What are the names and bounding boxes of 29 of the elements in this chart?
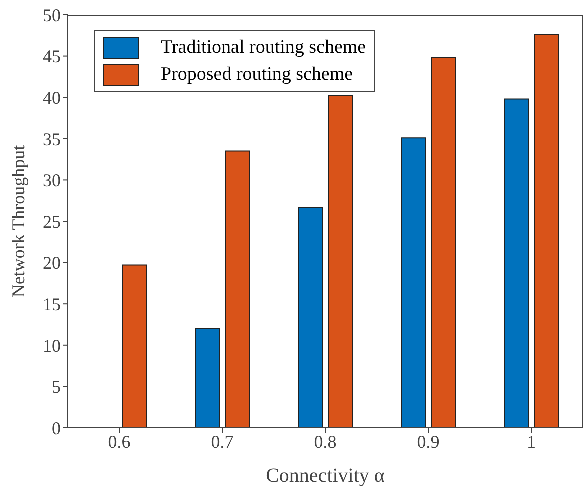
y-axis-title: Network Throughput <box>8 145 28 298</box>
bar <box>534 34 560 428</box>
bar <box>401 138 426 428</box>
x-tick-label: 0.9 <box>417 432 440 452</box>
y-tick-label: 10 <box>43 336 61 356</box>
bar <box>225 150 250 428</box>
bar <box>298 206 324 428</box>
y-tick-label: 5 <box>52 377 61 398</box>
y-tick-label: 35 <box>43 129 61 150</box>
y-tick-label: 30 <box>43 170 61 191</box>
bar <box>328 95 354 428</box>
x-axis-title: Connectivity α <box>266 465 386 487</box>
legend-label: Traditional routing scheme <box>161 36 366 58</box>
x-tick-label: 1 <box>527 432 536 452</box>
y-tick-label: 0 <box>52 418 61 438</box>
x-tick-label: 0.8 <box>314 432 337 452</box>
y-tick-label: 40 <box>43 88 61 108</box>
bar <box>195 328 220 428</box>
bar <box>504 98 530 428</box>
x-tick-label: 0.7 <box>211 432 234 452</box>
y-tick-label: 20 <box>43 253 61 274</box>
bar <box>122 264 148 428</box>
y-tick-label: 45 <box>43 46 61 67</box>
x-tick-label: 0.6 <box>108 432 131 452</box>
y-tick-label: 25 <box>43 212 61 232</box>
bar <box>431 57 456 428</box>
y-tick-label: 50 <box>43 5 61 26</box>
y-tick-label: 15 <box>43 294 61 314</box>
legend-label: Proposed routing scheme <box>161 64 354 86</box>
